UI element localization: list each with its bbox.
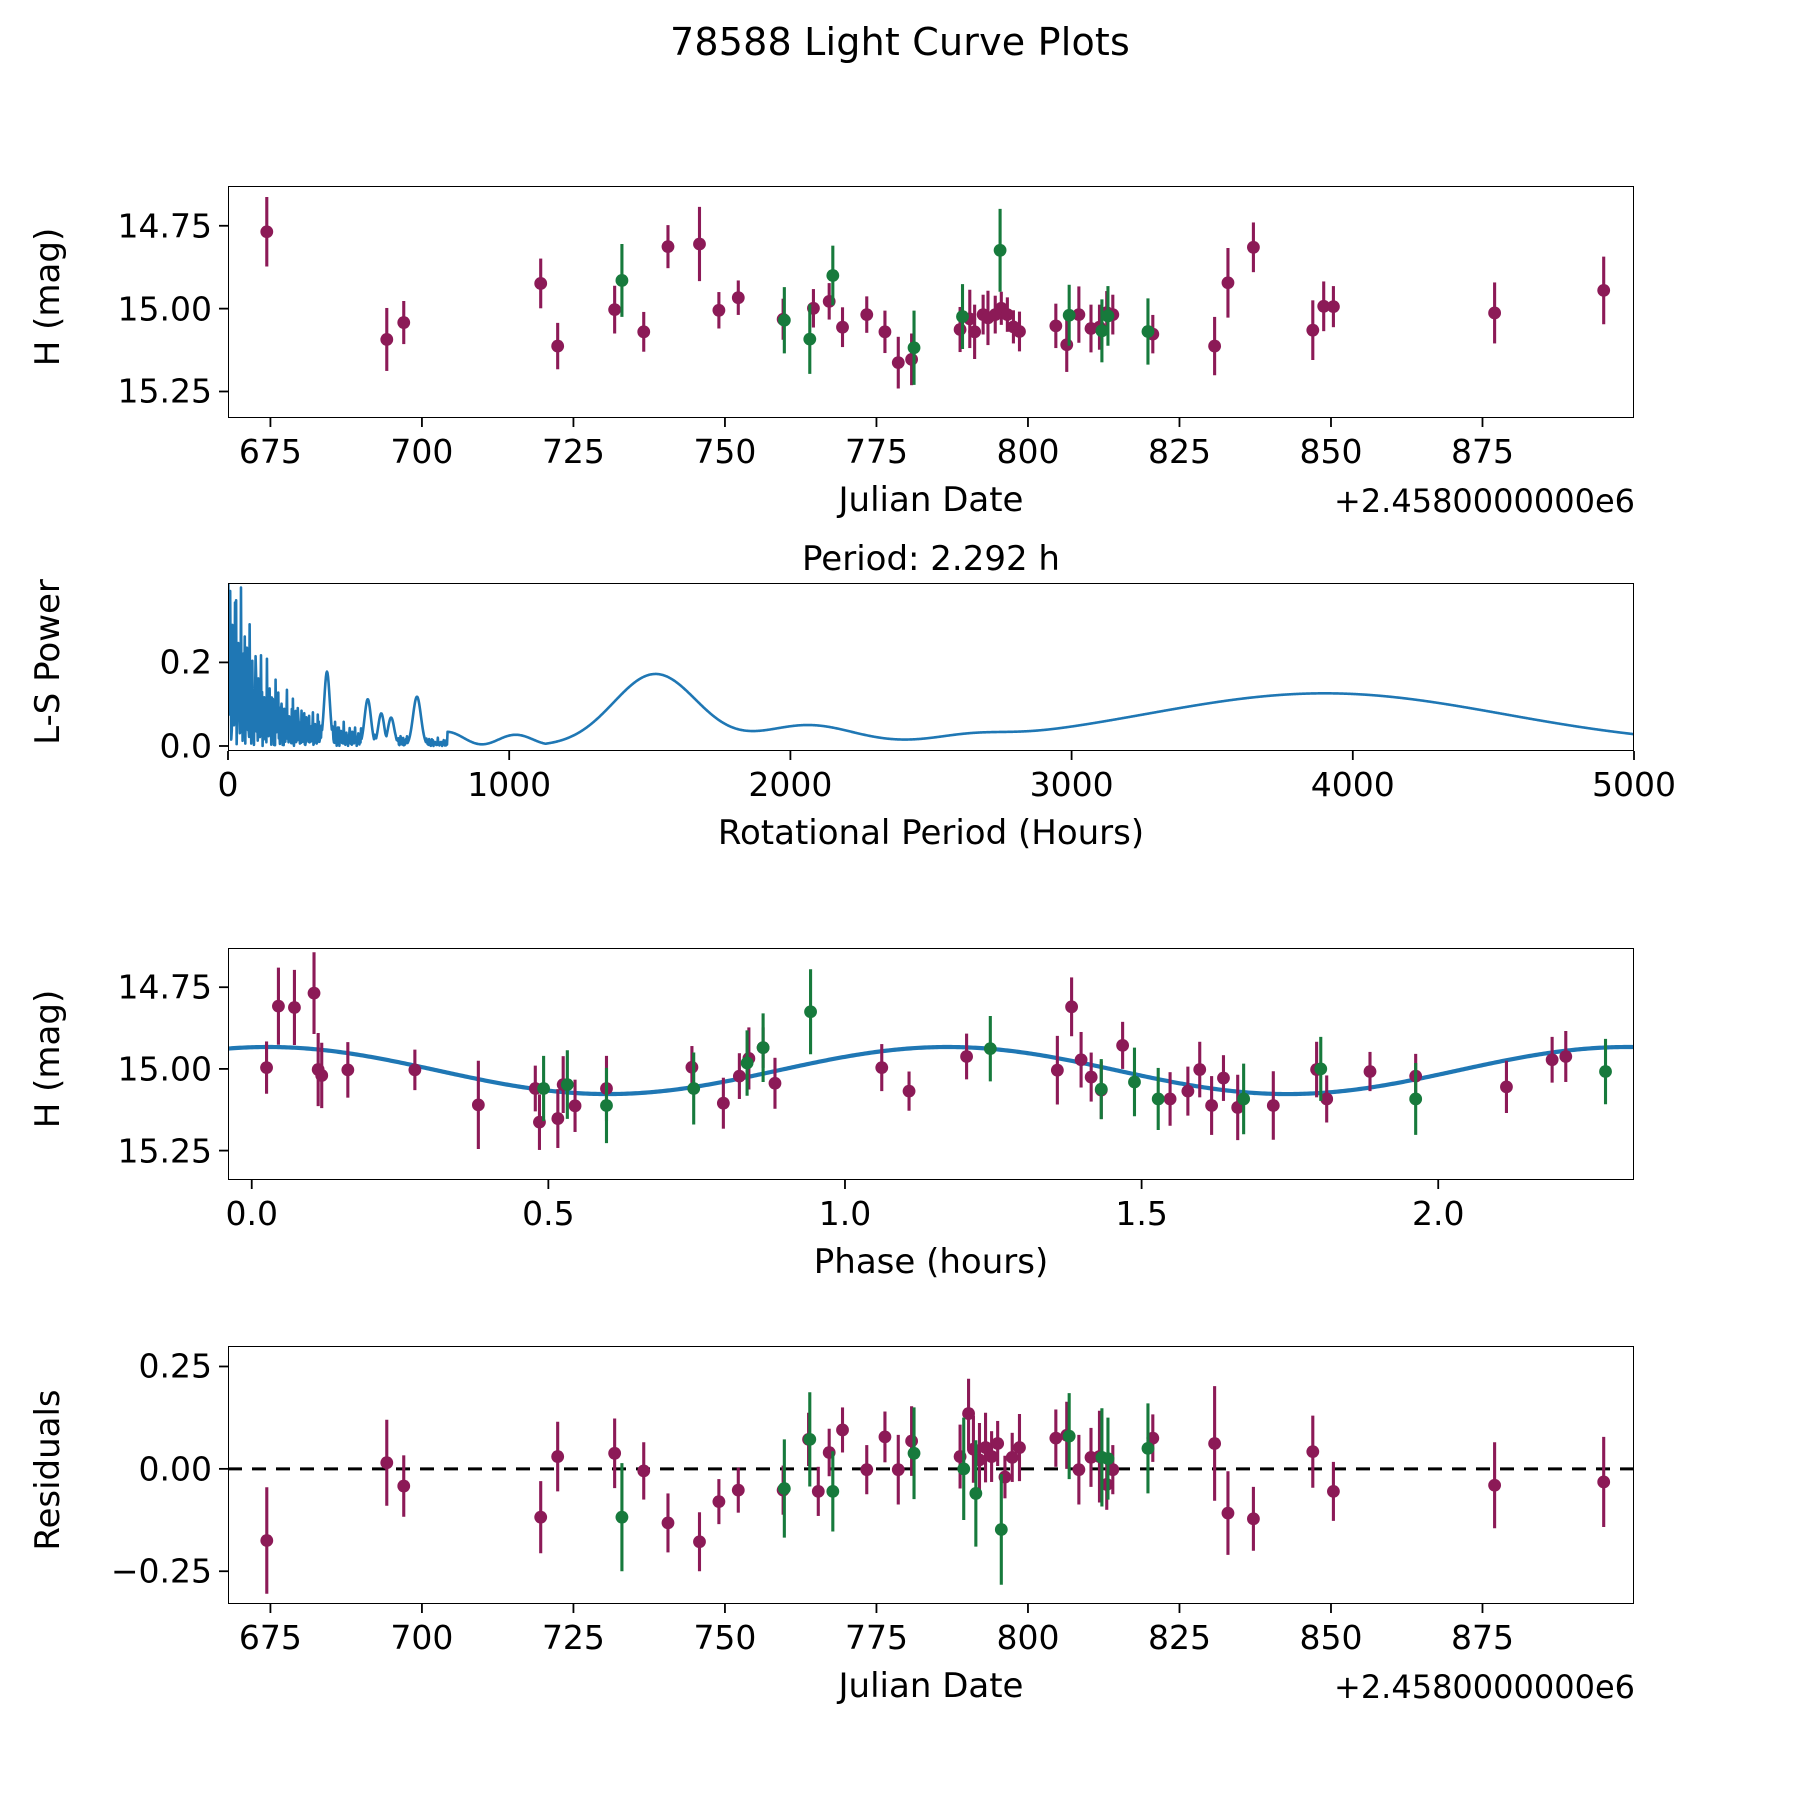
x-tick-label: 775 [844,432,908,471]
x-axis-offset-label: +2.4580000000e6 [1334,482,1635,520]
y-axis-label: Residuals [28,1389,68,1551]
x-axis-label: Julian Date [838,1666,1024,1706]
x-tick-label: 0 [217,765,239,804]
x-tick-label: 675 [238,1618,302,1657]
period-annotation: Period: 2.292 h [802,539,1060,579]
x-tick-label: 1000 [467,765,552,804]
y-tick-label: 15.25 [117,371,212,411]
y-tick-label: 15.00 [117,1049,212,1089]
x-tick-label: 800 [996,1618,1060,1657]
x-tick-label: 5000 [1592,765,1676,804]
x-axis-label: Julian Date [838,480,1024,520]
x-axis-label: Rotational Period (Hours) [717,813,1145,853]
axes-frame-residuals [228,1346,1634,1604]
x-tick-label: 825 [1147,1618,1211,1657]
y-tick-label: 14.75 [117,206,212,246]
y-tick-label: 0.0 [159,726,212,766]
x-tick-label: 725 [541,432,605,471]
x-axis-label: Phase (hours) [813,1242,1049,1282]
x-tick-label: 825 [1147,432,1211,471]
x-tick-label: 4000 [1310,765,1395,804]
y-tick-label: 14.75 [117,967,212,1007]
x-tick-label: 1.0 [818,1194,872,1233]
x-tick-label: 700 [390,432,454,471]
y-tick-label: 0.25 [138,1346,212,1386]
x-tick-label: 850 [1299,432,1363,471]
page-title: 78588 Light Curve Plots [669,20,1131,64]
y-tick-label: 15.25 [117,1131,212,1171]
x-tick-label: 775 [844,1618,908,1657]
x-tick-label: 875 [1450,432,1514,471]
axes-frame-lightcurve [228,186,1634,418]
y-tick-label: 0.2 [159,642,212,682]
y-tick-label: 0.00 [138,1449,212,1489]
x-tick-label: 750 [693,1618,757,1657]
x-tick-label: 2.0 [1411,1194,1465,1233]
x-tick-label: 875 [1450,1618,1514,1657]
x-tick-label: 850 [1299,1618,1363,1657]
x-tick-label: 750 [693,432,757,471]
x-tick-label: 2000 [748,765,833,804]
x-axis-offset-label: +2.4580000000e6 [1334,1668,1635,1706]
x-tick-label: 0.0 [225,1194,278,1233]
y-tick-label: −0.25 [110,1551,212,1591]
x-tick-label: 675 [238,432,302,471]
x-tick-label: 3000 [1029,765,1114,804]
x-tick-label: 725 [541,1618,605,1657]
x-tick-label: 700 [390,1618,454,1657]
x-tick-label: 800 [996,432,1060,471]
x-tick-label: 0.5 [522,1194,575,1233]
x-tick-label: 1.5 [1115,1194,1168,1233]
y-tick-label: 15.00 [117,289,212,329]
